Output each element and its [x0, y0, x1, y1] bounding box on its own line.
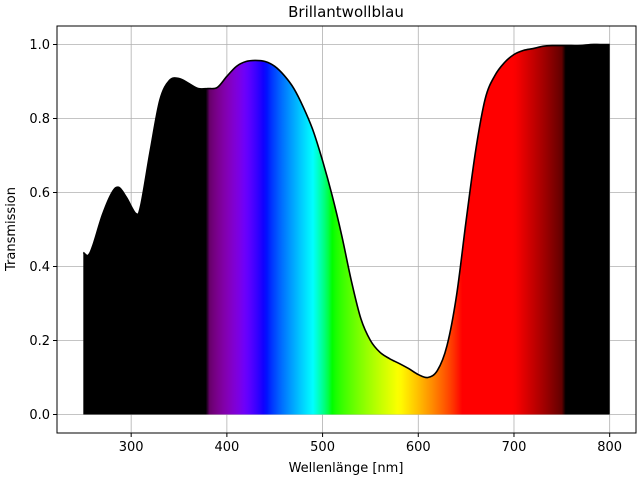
y-tick-label: 0.8: [29, 112, 50, 127]
x-tick-label: 400: [214, 440, 239, 455]
x-tick-label: 700: [502, 440, 527, 455]
plot-frame: [56, 25, 637, 434]
y-axis-label: Transmission: [4, 187, 19, 272]
x-tick-label: 300: [119, 440, 144, 455]
x-tick-label: 500: [310, 440, 335, 455]
y-tick-label: 0.0: [29, 408, 50, 423]
x-tick-label: 800: [597, 440, 622, 455]
x-axis-label: Wellenlänge [nm]: [289, 461, 404, 476]
x-tick-label: 600: [406, 440, 431, 455]
y-tick-label: 1.0: [29, 38, 50, 53]
y-tick-label: 0.4: [29, 260, 50, 275]
transmission-line: [82, 43, 610, 379]
y-tick-label: 0.6: [29, 186, 50, 201]
chart-title: Brillantwollblau: [288, 3, 404, 21]
y-tick-label: 0.2: [29, 334, 50, 349]
spectrum-area: [83, 44, 610, 415]
